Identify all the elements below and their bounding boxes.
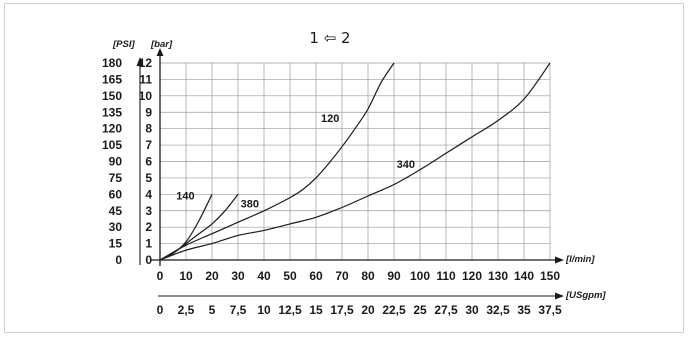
y-tick-label: 5 bbox=[145, 171, 152, 185]
y-tick-label-secondary: 30 bbox=[109, 220, 123, 234]
x-tick-label: 0 bbox=[157, 269, 164, 283]
y-tick-label: 11 bbox=[139, 72, 152, 86]
x-tick-label-secondary: 12,5 bbox=[278, 303, 302, 317]
y-axis-label-psi: [PSI] bbox=[112, 39, 135, 50]
x-tick-label: 60 bbox=[309, 269, 323, 283]
x-tick-label-secondary: 25 bbox=[413, 303, 427, 317]
x-tick-label-secondary: 27,5 bbox=[434, 303, 458, 317]
y-axis-bar-arrow bbox=[156, 48, 164, 56]
x-tick-label-secondary: 0 bbox=[157, 303, 164, 317]
y-tick-label: 4 bbox=[145, 187, 152, 201]
y-tick-label-secondary: 0 bbox=[115, 253, 122, 267]
series-line-120 bbox=[159, 62, 395, 261]
y-tick-label-secondary: 135 bbox=[102, 105, 122, 119]
y-tick-label: 10 bbox=[139, 89, 153, 103]
y-tick-label-secondary: 180 bbox=[102, 56, 122, 70]
x-tick-label-secondary: 17,5 bbox=[330, 303, 354, 317]
x-tick-label: 130 bbox=[488, 269, 508, 283]
x-tick-label: 90 bbox=[387, 269, 401, 283]
y-tick-label: 7 bbox=[145, 138, 152, 152]
x-tick-label: 110 bbox=[436, 269, 456, 283]
x-tick-label: 10 bbox=[179, 269, 193, 283]
y-tick-label-secondary: 150 bbox=[102, 89, 122, 103]
axes bbox=[136, 48, 564, 300]
y-tick-label-secondary: 45 bbox=[109, 204, 123, 218]
x-tick-label: 120 bbox=[462, 269, 482, 283]
x-axis-lmin-arrow bbox=[555, 256, 564, 264]
x-tick-label-secondary: 15 bbox=[309, 303, 323, 317]
series-label-140: 140 bbox=[176, 190, 194, 202]
y-tick-label-secondary: 105 bbox=[102, 138, 122, 152]
x-tick-label: 70 bbox=[335, 269, 349, 283]
chart-frame bbox=[4, 3, 684, 333]
x-tick-label-secondary: 2,5 bbox=[178, 303, 195, 317]
y-tick-label-secondary: 120 bbox=[102, 122, 122, 136]
y-tick-label: 2 bbox=[145, 220, 152, 234]
series-label-380: 380 bbox=[241, 198, 259, 210]
x-axis-usgpm-arrow bbox=[555, 292, 564, 300]
x-tick-label: 150 bbox=[540, 269, 560, 283]
y-tick-label: 6 bbox=[145, 155, 152, 169]
x-axis-label-usgpm: [USgpm] bbox=[565, 290, 606, 301]
x-tick-label: 50 bbox=[283, 269, 297, 283]
x-tick-label: 30 bbox=[231, 269, 245, 283]
y-tick-label-secondary: 165 bbox=[102, 72, 122, 86]
y-tick-label-secondary: 75 bbox=[109, 171, 123, 185]
series-line-340 bbox=[159, 62, 551, 261]
x-tick-label-secondary: 20 bbox=[361, 303, 375, 317]
x-tick-label-secondary: 37,5 bbox=[538, 303, 562, 317]
y-tick-label: 12 bbox=[139, 56, 153, 70]
x-tick-label: 20 bbox=[205, 269, 219, 283]
series-line-380 bbox=[159, 193, 239, 261]
x-tick-label-secondary: 5 bbox=[209, 303, 216, 317]
y-tick-label-secondary: 15 bbox=[109, 237, 123, 251]
y-tick-label: 8 bbox=[145, 122, 152, 136]
y-tick-label-secondary: 90 bbox=[109, 155, 123, 169]
x-tick-label-secondary: 32,5 bbox=[486, 303, 510, 317]
series-label-340: 340 bbox=[397, 159, 415, 171]
y-axis-psi-arrow bbox=[136, 57, 144, 66]
x-tick-label: 80 bbox=[361, 269, 375, 283]
chart-title: 1 ⇦ 2 bbox=[309, 29, 350, 47]
x-axis-label-lmin: [l/min] bbox=[565, 254, 595, 265]
y-tick-label: 0 bbox=[145, 253, 152, 267]
x-tick-label: 100 bbox=[410, 269, 430, 283]
x-tick-label-secondary: 7,5 bbox=[230, 303, 247, 317]
y-axis-label-bar: [bar] bbox=[150, 39, 173, 50]
y-tick-label: 3 bbox=[145, 204, 152, 218]
x-tick-label-secondary: 30 bbox=[465, 303, 479, 317]
x-tick-label: 40 bbox=[257, 269, 271, 283]
y-tick-label-secondary: 60 bbox=[109, 187, 123, 201]
x-tick-label-secondary: 35 bbox=[517, 303, 531, 317]
x-tick-label-secondary: 22,5 bbox=[382, 303, 406, 317]
y-tick-label: 1 bbox=[145, 237, 152, 251]
series-label-120: 120 bbox=[321, 113, 339, 125]
y-tick-label: 9 bbox=[145, 105, 152, 119]
series-lines bbox=[159, 62, 551, 261]
x-tick-label: 140 bbox=[514, 269, 534, 283]
x-tick-label-secondary: 10 bbox=[257, 303, 271, 317]
series-labels: 140 380 120 340 bbox=[176, 113, 415, 210]
